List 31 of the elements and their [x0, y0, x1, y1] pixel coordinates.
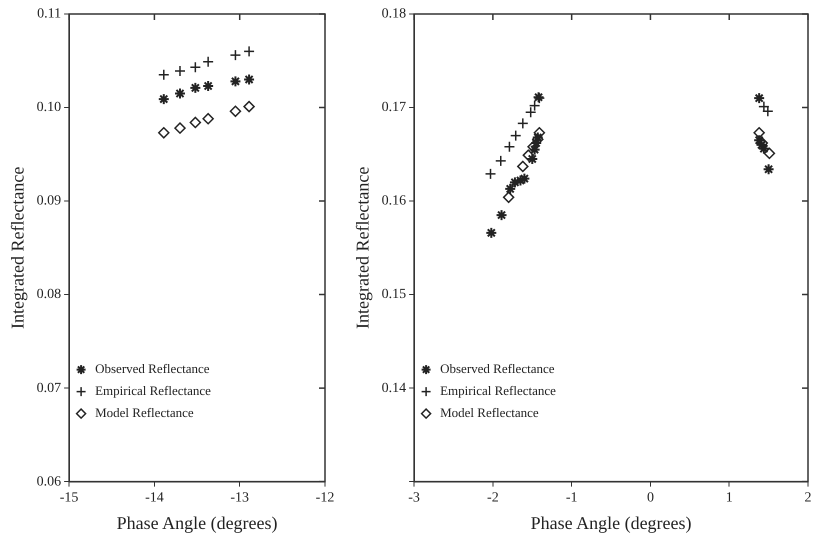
y-tick-label: 0.16 [382, 194, 406, 209]
legend-label: Observed Reflectance [440, 361, 555, 376]
y-axis-title: Integrated Reflectance [352, 166, 373, 330]
x-tick-label: -15 [60, 490, 78, 506]
y-axis-title: Integrated Reflectance [8, 166, 28, 330]
y-tick-label: 0.11 [37, 6, 62, 22]
x-axis-title: Phase Angle (degrees) [116, 512, 278, 533]
x-tick-label: -1 [566, 490, 578, 506]
y-tick-label: 0.17 [382, 100, 406, 116]
y-tick-label: 0.18 [382, 6, 406, 22]
x-axis-title: Phase Angle (degrees) [530, 512, 692, 533]
legend-label: Empirical Reflectance [440, 383, 556, 398]
y-tick-label: 0.15 [382, 287, 406, 302]
x-tick-label: 0 [646, 490, 654, 506]
x-tick-label: -3 [408, 490, 420, 506]
x-tick-label: -2 [487, 490, 499, 506]
x-tick-label: -12 [316, 490, 334, 506]
x-tick-label: 1 [726, 490, 733, 506]
legend-label: Empirical Reflectance [95, 383, 212, 398]
y-tick-label: 0.08 [36, 287, 62, 302]
x-tick-label: 2 [804, 490, 812, 506]
legend-label: Observed Reflectance [95, 361, 210, 376]
legend-label: Model Reflectance [440, 405, 539, 420]
y-tick-label: 0.06 [36, 474, 62, 490]
x-tick-label: -14 [145, 490, 164, 506]
y-tick-label: 0.14 [382, 380, 406, 396]
y-tick-label: 0.09 [36, 194, 62, 209]
x-tick-label: -13 [230, 490, 250, 506]
legend-label: Model Reflectance [95, 405, 194, 420]
y-tick-label: 0.07 [36, 380, 62, 396]
y-tick-label: 0.10 [36, 100, 62, 116]
